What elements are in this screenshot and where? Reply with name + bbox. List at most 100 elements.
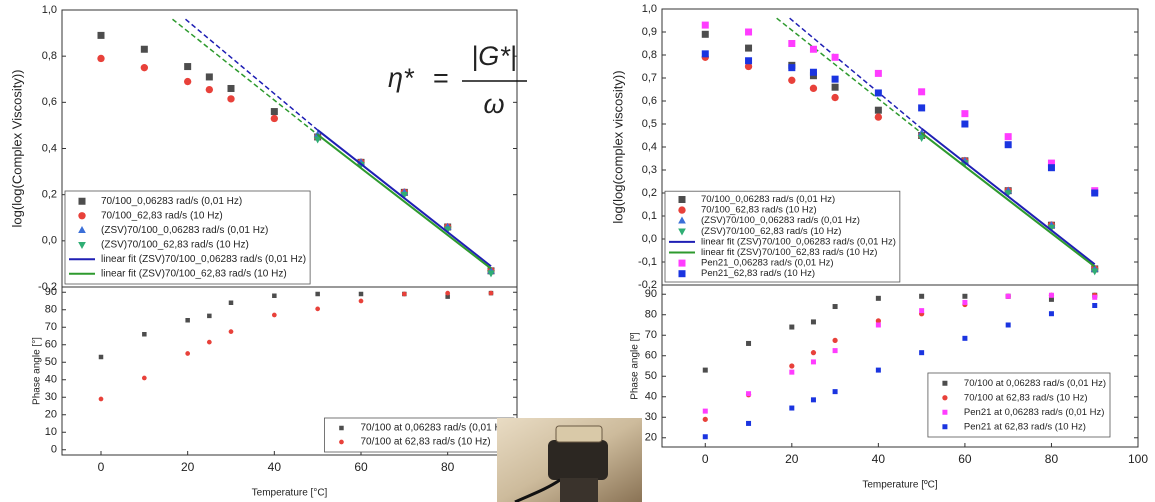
marker bbox=[1004, 141, 1012, 149]
x-tick-label: 60 bbox=[354, 460, 368, 474]
marker bbox=[401, 291, 407, 297]
marker bbox=[142, 332, 147, 337]
y-tick-label: 80 bbox=[645, 309, 657, 321]
y-tick-label: 0,1 bbox=[642, 210, 657, 222]
marker bbox=[98, 354, 104, 360]
y-tick-label: 1,0 bbox=[642, 3, 657, 15]
marker bbox=[1091, 189, 1099, 197]
marker bbox=[919, 293, 925, 299]
marker bbox=[270, 108, 278, 116]
legend-symbol bbox=[678, 270, 686, 278]
legend-label: linear fit (ZSV)70/100_62,83 rad/s (10 H… bbox=[101, 268, 287, 279]
legend: 70/100 at 0,06283 rad/s (0,01 Hz) 70/100 … bbox=[927, 372, 1111, 438]
marker bbox=[97, 31, 105, 39]
marker bbox=[272, 293, 277, 298]
equation-denominator: ω bbox=[483, 89, 504, 119]
marker bbox=[98, 396, 104, 402]
marker bbox=[1048, 292, 1054, 298]
legend-label: 70/100 at 0,06283 rad/s (0,01 Hz) bbox=[964, 378, 1106, 389]
plot-frame bbox=[661, 284, 1139, 448]
marker bbox=[702, 416, 708, 422]
y-tick-label: -0,2 bbox=[38, 281, 57, 293]
y-tick-label: 0,0 bbox=[42, 235, 57, 247]
marker bbox=[919, 350, 925, 356]
marker bbox=[488, 290, 494, 296]
y-tick-label: 70 bbox=[645, 329, 657, 341]
plot-frame bbox=[61, 286, 518, 456]
y-tick-label: 0,2 bbox=[42, 189, 57, 201]
marker bbox=[702, 367, 708, 373]
y-axis-title: log(log(complex viscosity)) bbox=[610, 70, 625, 223]
fit-line bbox=[185, 18, 319, 131]
marker bbox=[228, 329, 234, 334]
legend: 70/100_0,06283 rad/s (0,01 Hz) 70/100_62,… bbox=[64, 190, 311, 285]
marker bbox=[810, 350, 817, 356]
x-tick-label: 0 bbox=[98, 460, 105, 474]
marker bbox=[1047, 159, 1055, 167]
marker bbox=[1047, 164, 1055, 172]
legend-label: 70/100_0,06283 rad/s (0,01 Hz) bbox=[101, 196, 242, 207]
marker bbox=[205, 85, 214, 94]
y-tick-label: -0,2 bbox=[638, 279, 657, 291]
marker bbox=[788, 40, 796, 47]
legend-symbol bbox=[78, 197, 86, 205]
y-tick-label: 0,0 bbox=[642, 233, 657, 245]
marker bbox=[443, 226, 452, 234]
marker bbox=[315, 306, 321, 312]
legend-label: 70/100 at 0,06283 rad/s (0,01 Hz) bbox=[360, 423, 510, 434]
y-tick-label: 60 bbox=[45, 339, 57, 351]
legend-symbol bbox=[942, 380, 948, 386]
marker bbox=[270, 114, 279, 123]
y-tick-label: 30 bbox=[645, 411, 657, 423]
marker bbox=[831, 53, 839, 61]
fit-line bbox=[317, 133, 492, 270]
marker bbox=[831, 75, 839, 83]
photo bbox=[497, 418, 642, 502]
y-tick-label: 0,4 bbox=[642, 141, 657, 153]
legend-label: linear fit (ZSV)70/100_62,83 rad/s (10 H… bbox=[701, 247, 877, 258]
marker bbox=[962, 293, 968, 299]
legend: 70/100_0,06283 rad/s (0,01 Hz)70/100_62,… bbox=[664, 190, 901, 283]
y-tick-label: 0,8 bbox=[642, 49, 657, 61]
marker bbox=[1090, 268, 1099, 276]
x-tick-label: 20 bbox=[785, 452, 799, 466]
marker bbox=[445, 290, 451, 296]
equation: η* = |G*| ω bbox=[388, 41, 527, 119]
marker bbox=[701, 50, 709, 58]
marker bbox=[744, 62, 753, 71]
y-axis-title: Phase angle [°] bbox=[32, 337, 43, 405]
marker bbox=[788, 76, 796, 84]
y-tick-label: 90 bbox=[45, 286, 57, 298]
legend-symbol bbox=[942, 424, 948, 430]
photo-device-top bbox=[555, 425, 603, 443]
marker bbox=[874, 89, 882, 97]
x-tick-label: 0 bbox=[702, 452, 709, 466]
marker bbox=[271, 312, 277, 318]
y-tick-label: 60 bbox=[645, 350, 657, 362]
y-tick-label: 90 bbox=[645, 288, 657, 300]
marker bbox=[184, 63, 192, 71]
marker bbox=[228, 300, 234, 305]
legend-label: 70/100_62,83 rad/s (10 Hz) bbox=[101, 210, 223, 221]
marker bbox=[1005, 322, 1011, 328]
marker bbox=[789, 363, 795, 369]
marker bbox=[1005, 293, 1011, 299]
fit-line bbox=[921, 127, 1096, 266]
legend-symbol bbox=[678, 259, 686, 267]
marker bbox=[789, 405, 795, 411]
legend-symbol bbox=[339, 425, 344, 431]
x-tick-label: 40 bbox=[872, 452, 886, 466]
legend-symbol bbox=[78, 241, 86, 249]
marker bbox=[809, 84, 818, 93]
marker bbox=[400, 191, 409, 199]
y-tick-label: 0,5 bbox=[642, 118, 657, 130]
marker bbox=[1092, 294, 1098, 300]
legend-label: 70/100 at 62,83 rad/s (10 Hz) bbox=[964, 392, 1088, 403]
x-axis-title: Temperature [°C] bbox=[252, 488, 328, 499]
marker bbox=[1004, 190, 1013, 198]
marker bbox=[183, 77, 192, 86]
marker bbox=[874, 69, 882, 77]
marker bbox=[745, 44, 753, 52]
marker bbox=[875, 367, 881, 373]
